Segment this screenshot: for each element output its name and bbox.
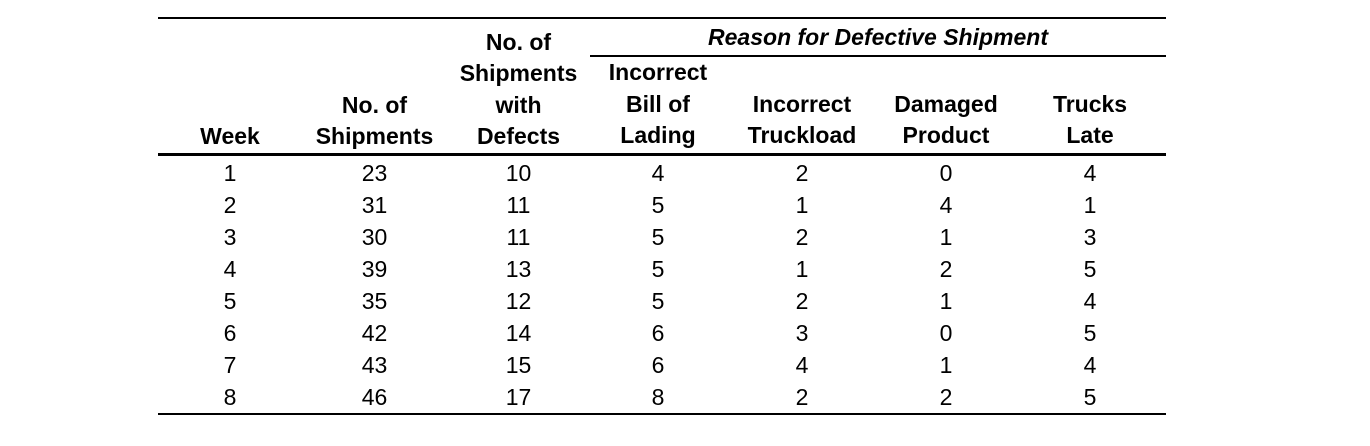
cell-truckload: 1 bbox=[795, 191, 809, 218]
header-truckload: Incorrect Truckload bbox=[726, 56, 878, 156]
header-bill-of-lading-line-2: Bill of bbox=[626, 90, 690, 117]
cell-with-defects: 11 bbox=[506, 191, 531, 218]
cell-week: 1 bbox=[223, 159, 237, 186]
cell-with-defects: 11 bbox=[506, 223, 531, 250]
cell-shipments: 30 bbox=[361, 223, 388, 250]
cell-shipments: 43 bbox=[361, 351, 388, 378]
table-row: 1 23 10 4 2 0 4 bbox=[158, 154, 1166, 189]
cell-bill-of-lading: 6 bbox=[651, 319, 665, 346]
cell-trucks-late: 5 bbox=[1014, 380, 1167, 415]
header-bill-of-lading: Incorrect Bill of Lading bbox=[590, 56, 726, 156]
cell-truckload: 4 bbox=[795, 351, 809, 378]
header-trucks-late-line-1: Trucks bbox=[1052, 90, 1128, 117]
defective-shipments-table: Week No. of Shipments No. of Shipments w… bbox=[158, 17, 1167, 415]
header-shipments: No. of Shipments bbox=[302, 17, 447, 156]
cell-damaged-product: 1 bbox=[939, 351, 953, 378]
cell-shipments: 23 bbox=[361, 159, 388, 186]
cell-with-defects: 15 bbox=[505, 351, 532, 378]
cell-damaged-product: 0 bbox=[939, 159, 953, 186]
header-with-defects: No. of Shipments with Defects bbox=[447, 17, 590, 156]
table-row: 3 30 11 5 2 1 3 bbox=[158, 221, 1166, 253]
cell-damaged-product: 2 bbox=[878, 380, 1014, 415]
cell-week: 2 bbox=[223, 191, 237, 218]
cell-trucks-late: 3 bbox=[1083, 223, 1097, 250]
header-damaged-product: Damaged Product bbox=[878, 56, 1014, 156]
cell-damaged-product: 1 bbox=[939, 287, 953, 314]
cell-truckload: 1 bbox=[795, 255, 809, 282]
cell-truckload: 2 bbox=[795, 287, 809, 314]
cell-shipments: 39 bbox=[361, 255, 388, 282]
cell-with-defects: 14 bbox=[505, 319, 532, 346]
cell-damaged-product: 4 bbox=[939, 191, 953, 218]
cell-truckload: 2 bbox=[726, 380, 878, 415]
cell-week: 5 bbox=[223, 287, 237, 314]
cell-truckload: 3 bbox=[795, 319, 809, 346]
cell-week: 3 bbox=[223, 223, 237, 250]
cell-shipments: 46 bbox=[302, 380, 447, 415]
cell-bill-of-lading: 5 bbox=[651, 191, 665, 218]
header-shipments-line-1: No. of bbox=[341, 91, 408, 118]
cell-shipments: 35 bbox=[361, 287, 388, 314]
header-with-defects-line-1: No. of bbox=[485, 28, 552, 55]
header-week-line-1: Week bbox=[200, 123, 260, 149]
table-row: 6 42 14 6 3 0 5 bbox=[158, 317, 1166, 349]
table-row: 8 46 17 8 2 2 5 bbox=[158, 380, 1167, 415]
header-shipments-line-2: Shipments bbox=[315, 123, 434, 149]
cell-damaged-product: 2 bbox=[939, 255, 953, 282]
cell-with-defects: 10 bbox=[505, 159, 532, 186]
cell-shipments: 42 bbox=[361, 319, 388, 346]
cell-with-defects: 17 bbox=[447, 380, 590, 415]
cell-truckload: 2 bbox=[795, 159, 809, 186]
cell-truckload: 2 bbox=[795, 223, 809, 250]
header-trucks-late: Trucks Late bbox=[1014, 56, 1167, 156]
table-row: 2 31 11 5 1 4 1 bbox=[158, 189, 1166, 221]
cell-trucks-late: 4 bbox=[1083, 287, 1097, 314]
header-bill-of-lading-line-1: Incorrect bbox=[608, 59, 708, 85]
header-with-defects-line-3: with bbox=[495, 91, 542, 118]
header-with-defects-line-4: Defects bbox=[476, 123, 561, 149]
group-header-reason: Reason for Defective Shipment bbox=[590, 17, 1167, 57]
cell-bill-of-lading: 5 bbox=[651, 223, 665, 250]
cell-shipments: 31 bbox=[361, 191, 388, 218]
cell-trucks-late: 1 bbox=[1083, 191, 1097, 218]
cell-with-defects: 13 bbox=[505, 255, 532, 282]
cell-week: 4 bbox=[223, 255, 237, 282]
cell-week: 6 bbox=[223, 319, 237, 346]
cell-damaged-product: 0 bbox=[939, 319, 953, 346]
cell-trucks-late: 5 bbox=[1083, 319, 1097, 346]
table-row: 7 43 15 6 4 1 4 bbox=[158, 349, 1166, 381]
header-trucks-late-line-2: Late bbox=[1066, 122, 1114, 148]
header-damaged-product-line-1: Damaged bbox=[894, 90, 998, 117]
header-bill-of-lading-line-3: Lading bbox=[620, 122, 696, 148]
cell-bill-of-lading: 5 bbox=[651, 255, 665, 282]
cell-bill-of-lading: 5 bbox=[651, 287, 665, 314]
cell-trucks-late: 4 bbox=[1083, 159, 1097, 186]
header-truckload-line-1: Incorrect bbox=[752, 90, 852, 117]
cell-week: 7 bbox=[223, 351, 237, 378]
header-week: Week bbox=[158, 17, 302, 156]
table-row: 5 35 12 5 2 1 4 bbox=[158, 285, 1166, 317]
header-damaged-product-line-2: Product bbox=[902, 122, 990, 148]
defective-shipments-table-container: Week No. of Shipments No. of Shipments w… bbox=[158, 17, 1167, 415]
cell-trucks-late: 5 bbox=[1083, 255, 1097, 282]
cell-bill-of-lading: 6 bbox=[651, 351, 665, 378]
header-with-defects-line-2: Shipments bbox=[459, 60, 578, 86]
cell-bill-of-lading: 4 bbox=[651, 159, 665, 186]
cell-with-defects: 12 bbox=[505, 287, 532, 314]
cell-damaged-product: 1 bbox=[939, 223, 953, 250]
cell-bill-of-lading: 8 bbox=[590, 380, 726, 415]
header-truckload-line-2: Truckload bbox=[747, 122, 857, 148]
table-row: 4 39 13 5 1 2 5 bbox=[158, 253, 1166, 285]
cell-trucks-late: 4 bbox=[1083, 351, 1097, 378]
cell-week: 8 bbox=[158, 380, 302, 415]
